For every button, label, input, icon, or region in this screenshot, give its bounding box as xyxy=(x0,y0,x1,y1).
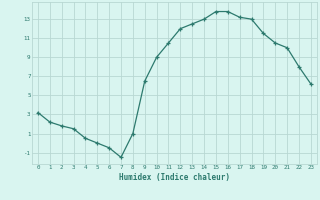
X-axis label: Humidex (Indice chaleur): Humidex (Indice chaleur) xyxy=(119,173,230,182)
